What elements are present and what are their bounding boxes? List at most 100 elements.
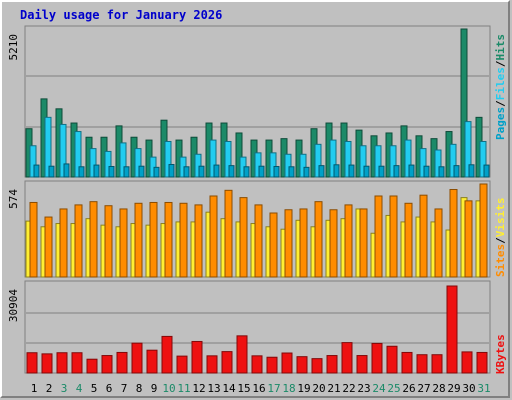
kbytes-bar — [386, 345, 398, 374]
files-bar — [164, 140, 172, 178]
visits-bar — [479, 183, 488, 278]
files-bar — [359, 145, 367, 178]
panel-2-max-label: 574 — [7, 189, 20, 209]
pages-bar — [123, 166, 130, 178]
visits-bar — [164, 201, 173, 278]
kbytes-bar — [221, 351, 233, 374]
kbytes-bar — [131, 342, 143, 374]
x-tick-label: 4 — [76, 382, 83, 395]
x-tick-label: 21 — [327, 382, 340, 395]
legend-separator: / — [494, 60, 507, 67]
kbytes-bar — [461, 351, 473, 374]
kbytes-bar — [311, 358, 323, 374]
pages-bar — [303, 166, 310, 178]
x-tick-label: 17 — [267, 382, 280, 395]
files-bar — [374, 145, 382, 178]
x-tick-label: 12 — [192, 382, 205, 395]
pages-bar — [348, 164, 355, 178]
legend-pages: Pages — [494, 107, 507, 140]
p2-legend-text: Sites/Visits — [494, 198, 507, 278]
legend-visits: Visits — [494, 198, 507, 238]
p1-legend-text: Pages/Files/Hits — [494, 34, 507, 140]
x-tick-label: 6 — [106, 382, 113, 395]
files-bar — [464, 121, 472, 178]
kbytes-bar — [431, 354, 443, 374]
kbytes-bar — [476, 351, 488, 374]
visits-bar — [389, 195, 398, 278]
visits-bar — [224, 189, 233, 278]
pages-bar — [258, 165, 265, 178]
x-tick-label: 24 — [372, 382, 386, 395]
pages-bar — [333, 164, 340, 178]
kbytes-bar — [446, 285, 458, 374]
files-bar — [419, 148, 427, 178]
legend-separator: / — [494, 237, 507, 244]
x-tick-label: 1 — [31, 382, 38, 395]
pages-bar — [63, 163, 70, 178]
pages-bar — [33, 164, 40, 178]
x-tick-label: 30 — [462, 382, 475, 395]
visits-bar — [104, 205, 113, 278]
visits-bar — [359, 208, 368, 278]
files-bar — [104, 150, 112, 178]
pages-bar — [378, 165, 385, 178]
x-tick-label: 3 — [61, 382, 68, 395]
x-tick-label: 18 — [282, 382, 295, 395]
visits-bar — [449, 189, 458, 278]
panel-3-max-label: 30904 — [7, 289, 20, 322]
kbytes-bar — [236, 335, 248, 374]
kbytes-bar — [101, 355, 113, 374]
visits-bar — [299, 208, 308, 278]
kbytes-bar — [191, 340, 203, 374]
pages-bar — [198, 165, 205, 178]
kbytes-bar — [206, 355, 218, 374]
kbytes-bar — [26, 352, 38, 374]
kbytes-bar — [281, 352, 293, 374]
pages-bar — [408, 164, 415, 178]
legend-kbytes: KBytes — [494, 334, 507, 374]
visits-bar — [344, 204, 353, 278]
pages-bar — [453, 165, 460, 178]
x-tick-label: 26 — [402, 382, 415, 395]
visits-bar — [329, 209, 338, 278]
pages-bar — [363, 165, 370, 178]
x-tick-label: 10 — [162, 382, 175, 395]
files-bar — [314, 143, 322, 178]
files-bar — [329, 139, 337, 178]
files-bar — [59, 123, 67, 178]
visits-bar — [89, 201, 98, 278]
files-bar — [89, 148, 97, 178]
files-bar — [479, 140, 487, 178]
visits-bar — [179, 202, 188, 278]
kbytes-bar — [116, 351, 128, 374]
x-tick-label: 25 — [387, 382, 400, 395]
files-bar — [134, 148, 142, 178]
visits-bar — [464, 200, 473, 278]
pages-bar — [93, 164, 100, 178]
files-bar — [254, 152, 262, 178]
visits-bar — [284, 209, 293, 278]
files-bar — [119, 142, 127, 178]
pages-bar — [483, 164, 490, 178]
kbytes-bar — [371, 342, 383, 374]
panel-kbytes: 30904 KBytes — [7, 280, 507, 374]
visits-bar — [149, 201, 158, 278]
visits-bar — [29, 201, 38, 278]
visits-bar — [254, 204, 263, 278]
visits-bar — [239, 197, 248, 278]
visits-bar — [134, 202, 143, 278]
visits-bar — [44, 216, 53, 278]
kbytes-bar — [416, 354, 428, 374]
x-tick-label: 8 — [136, 382, 143, 395]
chart-title: Daily usage for January 2026 — [20, 8, 222, 22]
pages-bar — [318, 165, 325, 178]
files-bar — [209, 139, 217, 178]
x-tick-label: 31 — [477, 382, 490, 395]
x-tick-label: 2 — [46, 382, 53, 395]
p3-legend-text: KBytes — [494, 334, 507, 374]
visits-bar — [434, 208, 443, 278]
files-bar — [224, 140, 232, 178]
x-tick-label: 29 — [447, 382, 460, 395]
visits-bar — [119, 208, 128, 278]
pages-bar — [468, 164, 475, 178]
